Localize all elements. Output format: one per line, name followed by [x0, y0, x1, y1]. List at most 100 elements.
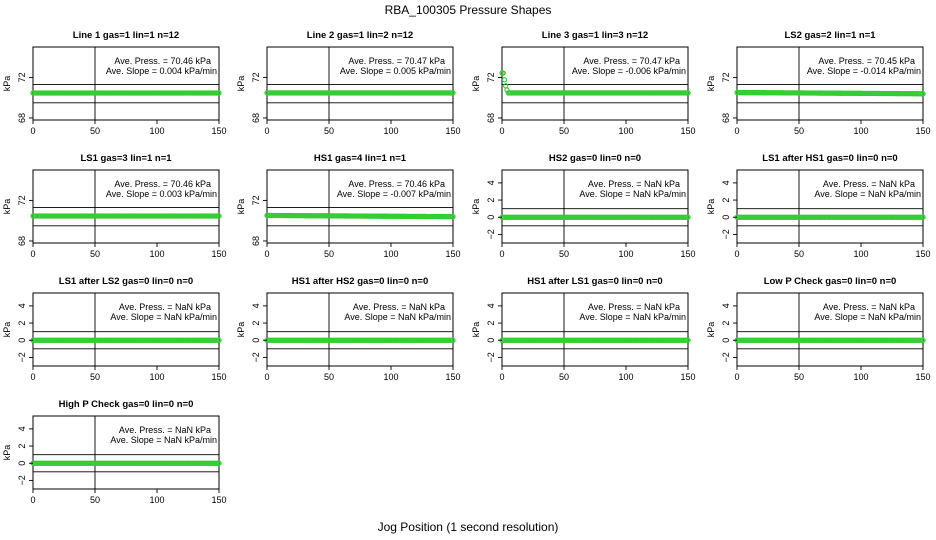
- x-tick-label: 150: [445, 249, 460, 259]
- y-axis-label: kPa: [706, 76, 716, 92]
- x-tick-label: 50: [90, 249, 100, 259]
- plot-frame: [32, 46, 220, 121]
- y-tick-label: −2: [486, 229, 496, 239]
- annotation-ave-press: Ave. Press. = 70.46 kPa: [348, 179, 445, 189]
- x-tick-label: 150: [680, 249, 695, 259]
- figure-title: RBA_100305 Pressure Shapes: [385, 3, 552, 17]
- x-tick-label: 150: [445, 126, 460, 136]
- panel-title: HS1 gas=4 lin=1 n=1: [314, 153, 407, 164]
- x-tick-label: 0: [499, 249, 504, 259]
- plot-frame: [736, 169, 924, 244]
- y-tick-label: 72: [17, 195, 27, 205]
- y-tick-label: 72: [251, 195, 261, 205]
- x-tick-label: 100: [618, 372, 633, 382]
- x-tick-label: 0: [30, 495, 35, 505]
- y-tick-label: 4: [721, 303, 731, 308]
- y-axis-label: kPa: [471, 199, 481, 215]
- y-tick-label: −2: [251, 352, 261, 362]
- y-tick-label: 2: [721, 198, 731, 203]
- x-tick-label: 50: [794, 126, 804, 136]
- y-tick-label: 72: [17, 72, 27, 82]
- panel-3: Line 3 gas=1 lin=3 n=12 0 50 100 150 68 72 kPa A…: [471, 30, 696, 136]
- y-tick-label: 72: [251, 72, 261, 82]
- data-points: [30, 90, 222, 96]
- x-tick-label: 0: [734, 249, 739, 259]
- y-tick-label: 68: [251, 113, 261, 123]
- y-axis-label: kPa: [2, 322, 12, 338]
- data-point: [501, 77, 508, 83]
- y-tick-label: 2: [486, 198, 496, 203]
- data-points: [264, 212, 456, 220]
- annotation-ave-slope: Ave. Slope = -0.014 kPa/min: [807, 66, 921, 76]
- annotation-ave-slope: Ave. Slope = 0.005 kPa/min: [340, 66, 451, 76]
- figure-x-axis-label: Jog Position (1 second resolution): [378, 520, 559, 534]
- panel-13: High P Check gas=0 lin=0 n=00 50 100 150−20…: [2, 399, 227, 505]
- y-tick-label: 4: [17, 426, 27, 431]
- annotation-ave-slope: Ave. Slope = -0.007 kPa/min: [337, 189, 451, 199]
- y-tick-label: 2: [486, 321, 496, 326]
- x-tick-label: 100: [853, 372, 868, 382]
- plot-frame: [736, 292, 924, 367]
- y-tick-label: −2: [721, 229, 731, 239]
- x-tick-label: 150: [445, 372, 460, 382]
- y-tick-label: 4: [486, 303, 496, 308]
- panel-7: HS2 gas=0 lin=0 n=00 50 100 150−2024kPaAve.…: [471, 153, 696, 259]
- panel-11: HS1 after LS1 gas=0 lin=0 n=0 0 50 100 150 −2…: [471, 276, 696, 382]
- panel-10: HS1 after HS2 gas=0 lin=0 n=0 0 50 100 150 −2…: [236, 276, 461, 382]
- x-tick-label: 50: [324, 372, 334, 382]
- plot-frame: [32, 415, 220, 490]
- x-tick-label: 150: [211, 495, 226, 505]
- data-points: [734, 89, 926, 97]
- y-axis-label: kPa: [706, 199, 716, 215]
- x-tick-label: 100: [853, 126, 868, 136]
- annotation-ave-press: Ave. Press. = 70.46 kPa: [114, 56, 211, 66]
- panel-title: High P Check gas=0 lin=0 n=0: [59, 399, 194, 410]
- panel-1: Line 1 gas=1 lin=1 n=12 0 50 100 150 68 72 kPa A…: [2, 30, 227, 136]
- data-points: [30, 337, 222, 343]
- annotation-ave-press: Ave. Press. = NaN kPa: [119, 425, 211, 435]
- data-points: [30, 460, 222, 466]
- x-tick-label: 0: [30, 249, 35, 259]
- x-tick-label: 50: [324, 126, 334, 136]
- y-tick-label: 0: [251, 338, 261, 343]
- x-tick-label: 50: [794, 372, 804, 382]
- data-points: [264, 337, 456, 343]
- data-points: [734, 214, 926, 220]
- x-tick-label: 0: [264, 249, 269, 259]
- y-tick-label: 68: [251, 236, 261, 246]
- x-tick-label: 50: [794, 249, 804, 259]
- plot-frame: [32, 169, 220, 244]
- annotation-ave-press: Ave. Press. = 70.47 kPa: [583, 56, 680, 66]
- plot-frame: [501, 46, 689, 121]
- y-tick-label: −2: [17, 475, 27, 485]
- data-point: [504, 87, 510, 93]
- data-points: [499, 214, 691, 220]
- annotation-ave-press: Ave. Press. = NaN kPa: [588, 302, 680, 312]
- data-point: [216, 90, 222, 96]
- x-tick-label: 150: [211, 372, 226, 382]
- annotation-ave-press: Ave. Press. = NaN kPa: [119, 302, 211, 312]
- plot-frame: [266, 46, 454, 121]
- annotation-ave-slope: Ave. Slope = 0.004 kPa/min: [106, 66, 217, 76]
- plot-frame: [501, 292, 689, 367]
- annotation-ave-press: Ave. Press. = NaN kPa: [353, 302, 445, 312]
- annotation-ave-press: Ave. Press. = NaN kPa: [823, 179, 915, 189]
- y-tick-label: −2: [721, 352, 731, 362]
- data-point: [450, 213, 456, 220]
- annotation-ave-press: Ave. Press. = 70.47 kPa: [348, 56, 445, 66]
- data-point: [450, 337, 456, 343]
- y-tick-label: 2: [251, 321, 261, 326]
- y-axis-label: kPa: [706, 322, 716, 338]
- y-axis-label: kPa: [471, 76, 481, 92]
- plot-frame: [32, 292, 220, 367]
- x-tick-label: 50: [90, 372, 100, 382]
- y-axis-label: kPa: [2, 76, 12, 92]
- panel-6: HS1 gas=4 lin=1 n=1 0 50 100 150 68 72 kPa Ave. …: [236, 153, 461, 259]
- plot-frame: [266, 292, 454, 367]
- annotation-ave-slope: Ave. Slope = 0.003 kPa/min: [106, 189, 217, 199]
- y-axis-label: kPa: [236, 322, 246, 338]
- y-tick-label: 4: [721, 180, 731, 185]
- y-axis-label: kPa: [2, 199, 12, 215]
- annotation-ave-slope: Ave. Slope = NaN kPa/min: [814, 312, 921, 322]
